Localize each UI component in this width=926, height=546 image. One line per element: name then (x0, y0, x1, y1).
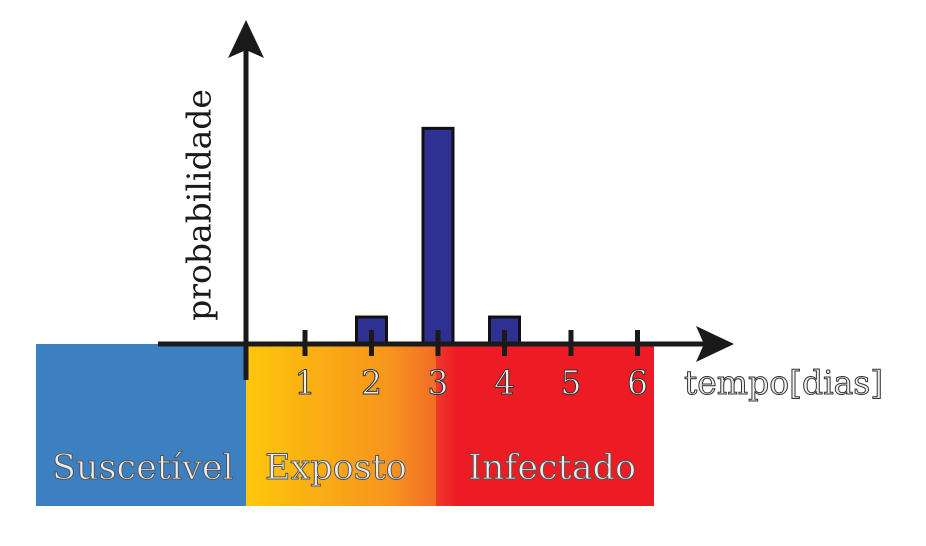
x-tick-label-1: 1 (295, 363, 316, 402)
infectado-region (436, 344, 654, 506)
x-tick-label-4: 4 (494, 363, 515, 402)
x-tick-label-2: 2 (361, 363, 382, 402)
suscetivel-label: Suscetível (52, 448, 235, 489)
x-tick-label-6: 6 (627, 363, 648, 402)
x-tick-label-3: 3 (428, 363, 449, 402)
exposto-label: Exposto (265, 448, 408, 489)
infectado-label: Infectado (467, 448, 637, 489)
x-tick-label-5: 5 (561, 363, 582, 402)
suscetivel-region (36, 344, 246, 506)
y-axis-label: probabilidade (179, 89, 219, 321)
x-axis-arrow (696, 326, 734, 362)
x-axis-label: tempo[dias] (683, 363, 884, 403)
y-axis-arrow (228, 20, 264, 58)
bar-3 (421, 126, 455, 346)
exposto-region (246, 344, 438, 506)
